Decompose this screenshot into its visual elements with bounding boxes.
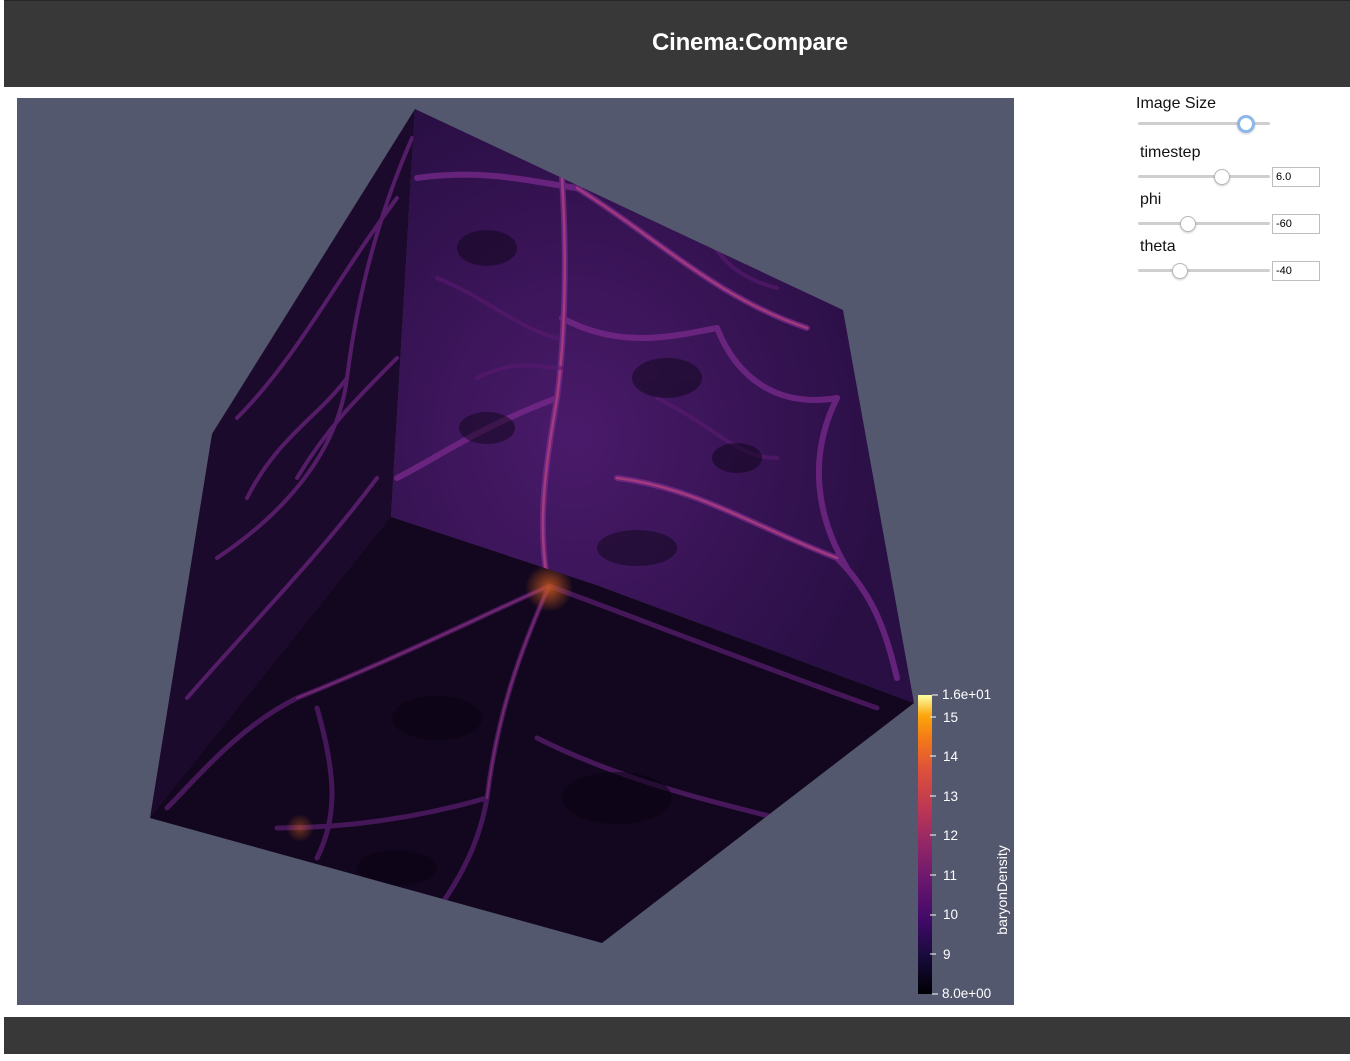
phi-input[interactable] — [1272, 214, 1320, 234]
slider-track — [1138, 269, 1270, 272]
slider-track — [1138, 222, 1270, 225]
colorbar-tick-label: 14 — [943, 749, 959, 764]
app-header: Cinema:Compare — [4, 0, 1350, 87]
cube-face-top — [391, 109, 914, 703]
colorbar-title: baryonDensity — [994, 845, 1010, 935]
slider-thumb[interactable] — [1237, 115, 1255, 133]
colorbar-tick-label: 15 — [943, 710, 958, 725]
colorbar: 1.6e+01 8.0e+00 15 14 13 12 11 10 9 bary… — [918, 687, 1010, 1001]
timestep-slider[interactable] — [1138, 168, 1270, 186]
cube-render: 1.6e+01 8.0e+00 15 14 13 12 11 10 9 bary… — [150, 109, 1010, 1001]
theta-label: theta — [1140, 238, 1176, 255]
slider-thumb[interactable] — [1180, 216, 1196, 232]
image-size-slider[interactable] — [1138, 114, 1270, 134]
phi-label: phi — [1140, 191, 1162, 208]
slider-track — [1138, 175, 1270, 178]
phi-slider[interactable] — [1138, 215, 1270, 233]
image-size-label: Image Size — [1136, 95, 1217, 112]
colorbar-tick-label: 13 — [943, 789, 958, 804]
cube-face-bottom — [150, 517, 914, 943]
app-title: Cinema:Compare — [652, 29, 848, 56]
colorbar-min-label: 8.0e+00 — [942, 986, 991, 1001]
timestep-label: timestep — [1140, 144, 1201, 161]
colorbar-tick-label: 11 — [943, 868, 957, 883]
slider-track — [1138, 122, 1270, 125]
app-footer — [4, 1017, 1350, 1054]
colorbar-gradient — [918, 695, 932, 994]
colorbar-tick-label: 9 — [943, 947, 951, 962]
timestep-input[interactable] — [1272, 167, 1320, 187]
theta-slider[interactable] — [1138, 262, 1270, 280]
slider-thumb[interactable] — [1172, 263, 1188, 279]
image-viewer: 1.6e+01 8.0e+00 15 14 13 12 11 10 9 bary… — [17, 98, 1014, 1005]
slider-thumb[interactable] — [1214, 169, 1230, 185]
colorbar-tick-label: 10 — [943, 907, 958, 922]
colorbar-max-label: 1.6e+01 — [942, 687, 991, 702]
theta-input[interactable] — [1272, 261, 1320, 281]
colorbar-tick-label: 12 — [943, 828, 958, 843]
